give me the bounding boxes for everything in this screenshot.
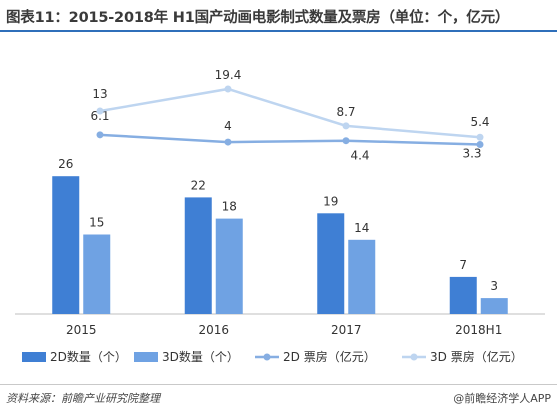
bar-label-3d-2016: 18 xyxy=(222,200,237,214)
line-label-2d-2016: 4 xyxy=(224,119,232,133)
x-tick-2016: 2016 xyxy=(198,323,229,337)
point-2d-2018H1 xyxy=(476,140,484,148)
x-tick-2017: 2017 xyxy=(331,323,362,337)
line-label-3d-2017: 8.7 xyxy=(336,105,355,119)
legend-label-1: 3D数量（个） xyxy=(162,349,239,364)
line-label-2d-2018H1: 3.3 xyxy=(462,146,481,160)
bar-2d-2017 xyxy=(317,213,345,314)
footer-divider xyxy=(0,384,557,385)
point-3d-2017 xyxy=(342,122,350,130)
chart-title: 图表11：2015-2018年 H1国产动画电影制式数量及票房（单位：个，亿元） xyxy=(6,10,510,26)
source-note: 资料来源：前瞻产业研究院整理 xyxy=(6,392,160,405)
bar-2d-2018H1 xyxy=(449,276,477,314)
bar-3d-2017 xyxy=(348,239,376,314)
x-tick-2015: 2015 xyxy=(66,323,97,337)
legend-label-0: 2D数量（个） xyxy=(50,349,127,364)
bar-label-2d-2017: 19 xyxy=(323,194,338,208)
brand-credit: @前瞻经济学人APP xyxy=(453,392,551,405)
bar-3d-2016 xyxy=(215,218,243,314)
line-label-3d-2016: 19.4 xyxy=(215,68,242,82)
point-3d-2018H1 xyxy=(476,133,484,141)
line-label-3d-2015: 13 xyxy=(92,87,107,101)
legend-swatch-marker-2 xyxy=(263,353,271,361)
bar-3d-2015 xyxy=(83,234,111,314)
x-tick-2018H1: 2018H1 xyxy=(455,323,502,337)
bar-label-2d-2015: 26 xyxy=(58,157,73,171)
bar-2d-2016 xyxy=(184,197,212,314)
legend-label-3: 3D 票房（亿元） xyxy=(430,349,523,364)
point-2d-2017 xyxy=(342,137,350,145)
line-2d-series xyxy=(99,133,481,146)
bar-3d-2018H1 xyxy=(480,298,508,314)
point-2d-2016 xyxy=(224,138,232,146)
bar-2d-2015 xyxy=(52,176,80,314)
bar-label-2d-2018H1: 7 xyxy=(459,258,467,272)
bar-label-3d-2018H1: 3 xyxy=(490,279,498,293)
point-3d-2016 xyxy=(224,85,232,93)
bar-label-3d-2015: 15 xyxy=(89,216,104,230)
line-label-2d-2015: 6.1 xyxy=(90,109,109,123)
bar-label-2d-2016: 22 xyxy=(191,178,206,192)
point-2d-2015 xyxy=(96,131,104,139)
bar-label-3d-2017: 14 xyxy=(354,221,369,235)
line-label-3d-2018H1: 5.4 xyxy=(470,115,489,129)
title-divider xyxy=(0,30,557,32)
legend-label-2: 2D 票房（亿元） xyxy=(283,349,376,364)
legend-swatch-1 xyxy=(134,352,158,362)
line-3d-series xyxy=(99,87,481,139)
legend-swatch-marker-3 xyxy=(410,353,418,361)
legend-swatch-0 xyxy=(22,352,46,362)
point-3d-2015 xyxy=(96,107,104,115)
line-label-2d-2017: 4.4 xyxy=(350,149,369,163)
